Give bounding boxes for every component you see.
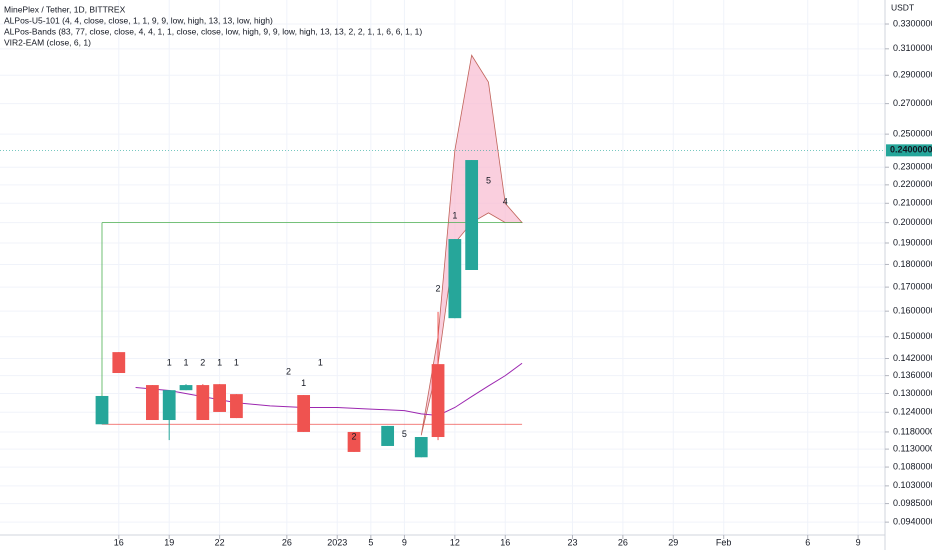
- x-tick-label: 5: [368, 537, 373, 547]
- x-tick-label: 12: [450, 537, 460, 547]
- last-price-tag: [886, 144, 932, 157]
- y-tick-label: 0.23000000: [893, 162, 932, 172]
- candle-body: [381, 425, 395, 446]
- y-tick-label: 0.18000000: [893, 259, 932, 269]
- y-tick-label: 0.14200000: [893, 353, 932, 363]
- y-tick-label: 0.10300000: [893, 480, 932, 490]
- candle-body: [179, 385, 193, 391]
- annotation: 5: [486, 175, 491, 185]
- annotation: 1: [217, 358, 222, 368]
- y-tick-label: 0.10800000: [893, 461, 932, 471]
- x-tick-label: 22: [215, 537, 225, 547]
- annotation: 1: [452, 210, 457, 220]
- candle-body: [230, 394, 243, 419]
- x-tick-label: 26: [282, 537, 292, 547]
- candle-body: [112, 352, 126, 374]
- y-tick-label: 0.16000000: [893, 306, 932, 316]
- y-axis-label: USDT: [891, 2, 914, 12]
- annotation: 5: [402, 429, 407, 439]
- indicator-legend: VIR2-EAM (close, 6, 1): [4, 37, 91, 47]
- candle-body: [196, 385, 210, 421]
- y-tick-label: 0.31000000: [893, 43, 932, 53]
- x-tick-label: 16: [114, 537, 124, 547]
- y-tick-label: 0.20000000: [893, 217, 932, 227]
- y-tick-label: 0.33000000: [893, 18, 932, 28]
- candle-body: [297, 395, 311, 432]
- annotation: 1: [234, 358, 239, 368]
- y-tick-label: 0.25000000: [893, 129, 932, 139]
- candle-body: [465, 160, 479, 270]
- chart-title: MinePlex / Tether, 1D, BITTREX: [4, 4, 126, 14]
- last-price-label: 0.24000000: [890, 145, 932, 155]
- y-tick-label: 0.11300000: [893, 443, 932, 453]
- candle-body: [448, 239, 462, 319]
- annotation: 1: [318, 358, 323, 368]
- candle-body: [414, 437, 428, 458]
- x-tick-label: 29: [668, 537, 678, 547]
- annotation: 2: [286, 367, 291, 377]
- y-tick-label: 0.19000000: [893, 237, 932, 247]
- y-tick-label: 0.12400000: [893, 407, 932, 417]
- candle-body: [347, 431, 361, 452]
- annotation: 1: [167, 358, 172, 368]
- y-tick-label: 0.11800000: [893, 426, 932, 436]
- x-tick-label: Feb: [716, 537, 732, 547]
- candle-body: [431, 364, 445, 438]
- candle-body: [95, 395, 109, 425]
- y-tick-label: 0.09400000: [893, 517, 932, 527]
- indicator-legend: ALPos-U5-101 (4, 4, close, close, 1, 1, …: [4, 15, 273, 25]
- candle-body: [213, 384, 226, 412]
- y-tick-label: 0.09850000: [893, 498, 932, 508]
- x-tick-label: 9: [402, 537, 407, 547]
- candle-body: [146, 385, 159, 421]
- x-tick-label: 19: [164, 537, 174, 547]
- x-tick-label: 26: [618, 537, 628, 547]
- annotation: 2: [200, 358, 205, 368]
- y-tick-label: 0.27000000: [893, 98, 932, 108]
- annotation: 1: [301, 378, 306, 388]
- indicator-legend: ALPos-Bands (83, 77, close, close, 4, 4,…: [4, 26, 422, 36]
- y-tick-label: 0.21000000: [893, 198, 932, 208]
- x-tick-label: 2023: [327, 537, 347, 547]
- candle-body: [162, 390, 176, 421]
- annotation: 2: [436, 283, 441, 293]
- y-tick-label: 0.13000000: [893, 388, 932, 398]
- annotation: 4: [503, 196, 508, 206]
- y-tick-label: 0.22000000: [893, 179, 932, 189]
- annotation: 2: [352, 431, 357, 441]
- annotation: 1: [183, 358, 188, 368]
- x-tick-label: 16: [500, 537, 510, 547]
- y-tick-label: 0.17000000: [893, 281, 932, 291]
- x-tick-label: 23: [567, 537, 577, 547]
- x-tick-label: 9: [856, 537, 861, 547]
- y-tick-label: 0.15000000: [893, 331, 932, 341]
- x-tick-label: 6: [805, 537, 810, 547]
- y-tick-label: 0.13600000: [893, 370, 932, 380]
- y-tick-label: 0.29000000: [893, 70, 932, 80]
